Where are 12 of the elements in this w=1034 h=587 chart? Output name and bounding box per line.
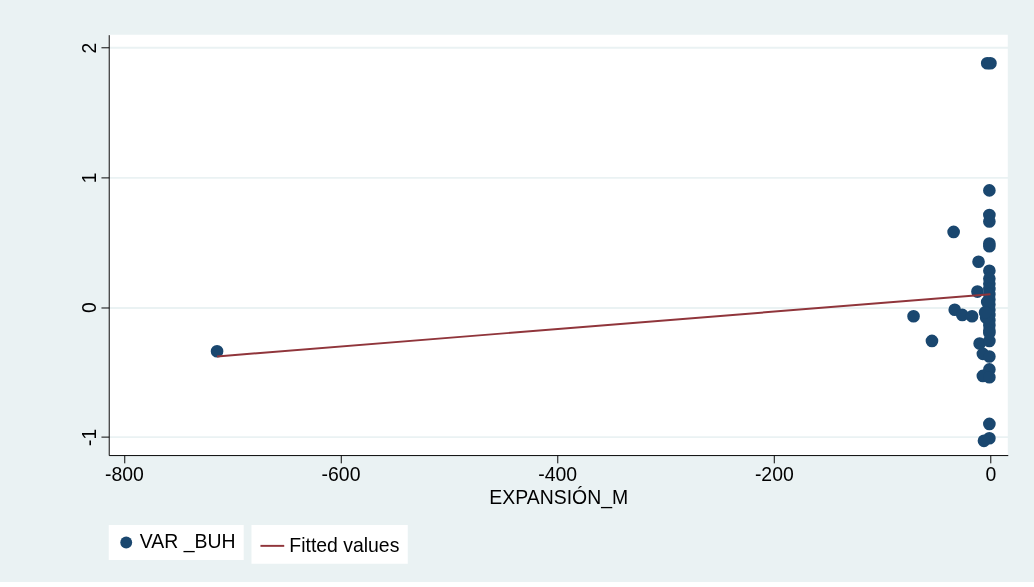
y-tick-label: 2 <box>77 42 100 54</box>
x-tick-label: -200 <box>754 462 794 485</box>
legend-label: VAR _BUH <box>139 530 236 554</box>
x-tick-label: -800 <box>104 462 145 485</box>
legend-label: Fitted values <box>289 533 400 556</box>
y-tick-label: -1 <box>77 428 100 447</box>
x-tick-label: -400 <box>538 462 578 485</box>
x-tick-label: 0 <box>985 462 997 485</box>
x-axis-title: EXPANSIÓN_M <box>489 486 629 510</box>
y-tick-label: 0 <box>77 302 100 314</box>
x-tick-label: -600 <box>321 462 361 485</box>
y-tick-label: 1 <box>77 172 100 184</box>
